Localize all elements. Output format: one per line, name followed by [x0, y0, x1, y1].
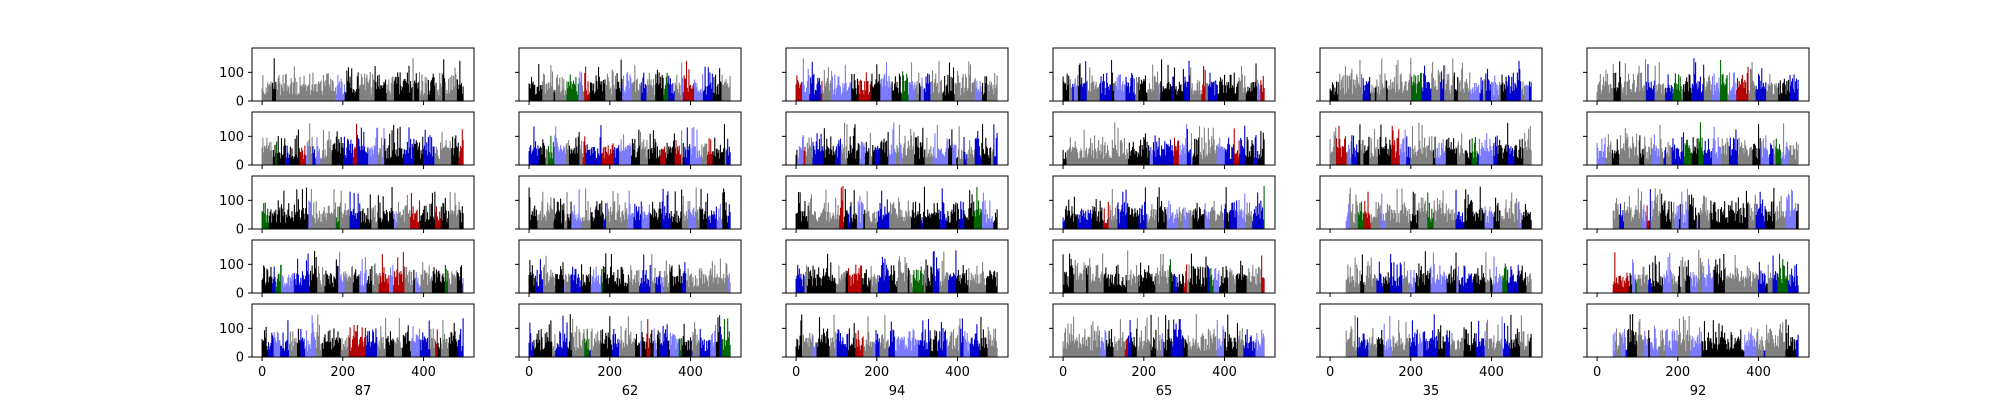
- bar-group: [1062, 186, 1265, 229]
- y-tick-label: 100: [219, 322, 244, 337]
- y-tick-label: 0: [236, 159, 244, 174]
- y-tick-label: 100: [219, 258, 244, 273]
- x-tick-label: 400: [945, 365, 970, 380]
- bar-group: [795, 314, 998, 357]
- bar-group: [795, 250, 998, 293]
- panel-r5-c4: 0 200 400: [1049, 303, 1276, 380]
- bar-group: [261, 123, 464, 165]
- panel-r5-c2: 0 200 400: [515, 303, 742, 380]
- x-tick-label: 200: [597, 365, 622, 380]
- panel-r3-c4: [1049, 175, 1276, 233]
- x-tick-label: 0: [792, 365, 800, 380]
- x-tick-label: 200: [330, 365, 355, 380]
- panel-r4-c2: [515, 239, 742, 297]
- panel-r4-c3: [782, 239, 1009, 297]
- bar-group: [1062, 314, 1265, 357]
- bar-group: [1062, 250, 1265, 293]
- panel-frame: [251, 303, 475, 358]
- panel-frame: [1052, 175, 1276, 230]
- y-tick-label: 0: [236, 223, 244, 238]
- bar-group: [795, 122, 998, 165]
- bar-group: [528, 187, 731, 229]
- bar-group: [528, 314, 731, 357]
- panel-r2-c4: [1049, 111, 1276, 169]
- panel-frame: [785, 239, 1009, 294]
- panel-r3-c1: 0 100: [219, 175, 475, 238]
- y-tick-label: 0: [236, 287, 244, 302]
- y-tick-label: 0: [236, 351, 244, 366]
- panel-r5-c3: 0 200 400: [782, 303, 1009, 380]
- panel-r2-c2: [515, 111, 742, 169]
- x-tick-label: 0: [258, 365, 266, 380]
- column-label: 94: [889, 384, 906, 399]
- bar-group: [795, 58, 998, 101]
- y-tick-label: 0: [236, 95, 244, 110]
- panel-frame: [518, 111, 742, 166]
- panel-frame: [1052, 239, 1276, 294]
- y-tick-label: 100: [219, 194, 244, 209]
- panel-r1-c3: [782, 47, 1009, 105]
- panel-frame: [785, 303, 1009, 358]
- x-tick-label: 400: [678, 365, 703, 380]
- panel-frame: [518, 47, 742, 102]
- x-tick-label: 200: [864, 365, 889, 380]
- panel-frame: [785, 175, 1009, 230]
- x-tick-label: 400: [411, 365, 436, 380]
- column-label: 62: [622, 384, 639, 399]
- panel-r4-c1: 0 100: [219, 239, 475, 302]
- panel-r1-c1: 0 100: [219, 47, 475, 110]
- bar-group: [528, 124, 731, 165]
- panel-frame: [518, 303, 742, 358]
- bar-group: [528, 253, 731, 293]
- panel-frame: [251, 175, 475, 230]
- panel-r3-c2: [515, 175, 742, 233]
- panel-frame: [785, 47, 1009, 102]
- panel-frame: [785, 111, 1009, 166]
- panel-r1-c4: [1049, 47, 1276, 105]
- panel-frame: [518, 175, 742, 230]
- bar-group: [1062, 122, 1265, 165]
- bar-group: [528, 59, 731, 101]
- panel-frame: [251, 111, 475, 166]
- bar-group: [261, 250, 464, 293]
- panel-r3-c3: [782, 175, 1009, 233]
- bar-group: [261, 186, 464, 229]
- panel-r2-c1: 0 100: [219, 111, 475, 174]
- x-tick-label: 0: [525, 365, 533, 380]
- column-label: 87: [355, 384, 372, 399]
- panel-frame: [251, 47, 475, 102]
- panel-r1-c2: [515, 47, 742, 105]
- panel-frame: [251, 239, 475, 294]
- panel-frame: [1052, 111, 1276, 166]
- y-tick-label: 100: [219, 130, 244, 145]
- panel-r5-c1: 0 100 0 200 400: [219, 303, 475, 380]
- panel-frame: [1052, 47, 1276, 102]
- bar-group: [261, 58, 464, 101]
- y-tick-label: 100: [219, 66, 244, 81]
- panel-frame: [518, 239, 742, 294]
- bar-group: [795, 186, 998, 229]
- panel-r2-c3: [782, 111, 1009, 169]
- panel-r4-c4: [1049, 239, 1276, 297]
- bar-group: [261, 314, 464, 357]
- bar-group: [1062, 59, 1265, 101]
